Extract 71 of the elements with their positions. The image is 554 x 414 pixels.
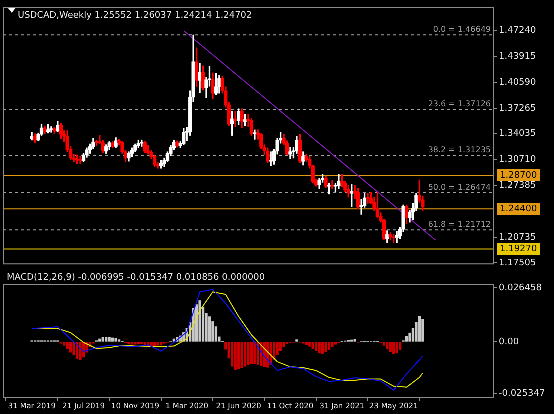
bar [405, 336, 408, 342]
bar [386, 342, 389, 350]
bar [102, 337, 104, 342]
bar [79, 342, 82, 360]
ref-line-label: 1.19270 [500, 244, 538, 255]
y-tick-label: 1.30710 [499, 155, 536, 166]
bar [398, 342, 402, 350]
ref-line-label: 38.2 = 1.31235 [428, 146, 491, 155]
bar [130, 342, 134, 345]
bar [108, 337, 111, 342]
bar [389, 342, 392, 353]
y-tick-label: 1.43915 [499, 52, 536, 62]
y-tick-label: 1.40590 [499, 78, 536, 88]
bar [144, 342, 146, 346]
bar [334, 342, 338, 345]
y-tick-label: 1.20735 [499, 233, 536, 244]
bar [156, 342, 160, 346]
bar [250, 342, 254, 364]
bar [354, 339, 356, 342]
y-tick-label: 0.026458 [499, 284, 542, 294]
bar [208, 316, 212, 342]
bar [331, 342, 334, 348]
bar [240, 342, 244, 368]
bar [160, 342, 163, 346]
bar [244, 342, 247, 367]
bar [318, 342, 321, 354]
bar [392, 342, 396, 354]
bar [198, 300, 202, 342]
bar [418, 316, 422, 342]
bar [66, 342, 69, 350]
bar [328, 342, 331, 350]
bar [134, 342, 137, 345]
y-tick-label: 1.27385 [499, 181, 536, 192]
bar [396, 342, 398, 354]
ref-line-label: 1.24400 [500, 204, 538, 214]
bar [315, 342, 318, 352]
y-tick-label: 1.47240 [499, 26, 536, 36]
bar [98, 338, 102, 342]
ref-line-label: 23.6 = 1.37126 [428, 100, 491, 109]
bar [234, 342, 237, 370]
bar [237, 342, 240, 370]
bar [150, 342, 153, 346]
ref-line-label: 61.8 = 1.21712 [428, 220, 491, 230]
bar [282, 342, 286, 348]
bar [63, 342, 66, 346]
ref-line-label: 0.0 = 1.46649 [433, 25, 491, 34]
bar [308, 342, 312, 347]
bar [112, 338, 114, 342]
y-tick-label: 1.17505 [499, 258, 536, 268]
chart-title: USDCAD,Weekly 1.25552 1.26037 1.24214 1.24702 [18, 11, 252, 22]
bar [321, 342, 324, 354]
bar [324, 342, 328, 353]
y-tick-label: 0.00 [499, 337, 520, 348]
bar [70, 342, 72, 353]
bar [247, 342, 250, 366]
chart-title: MACD(12,26,9) -0.006995 -0.015347 0.010856 0.000000 [7, 272, 266, 283]
bar [279, 342, 282, 352]
bar [254, 342, 256, 364]
bar [114, 338, 118, 342]
ref-line-label: 1.28700 [500, 170, 538, 181]
bar [305, 342, 308, 346]
bar [422, 320, 424, 342]
y-tick-label: 1.34035 [499, 129, 536, 140]
bar [72, 342, 76, 356]
y-tick-label: -0.025347 [499, 388, 546, 399]
y-tick-label: 1.37265 [499, 104, 536, 114]
bar [105, 337, 108, 342]
bar [231, 342, 234, 367]
bar [382, 342, 386, 346]
bar [312, 342, 314, 350]
ref-line-label: 50.0 = 1.26474 [428, 182, 491, 192]
